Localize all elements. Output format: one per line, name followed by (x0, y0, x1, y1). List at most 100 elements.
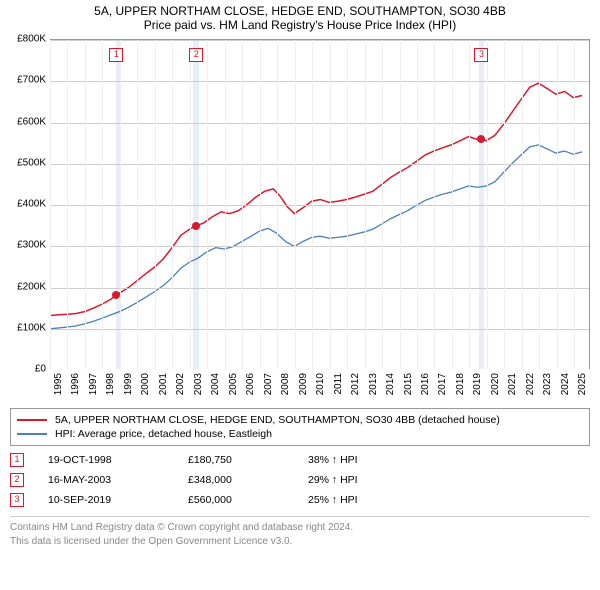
y-gridline (50, 40, 589, 41)
x-tick-label: 2001 (158, 373, 169, 395)
x-tick-label: 1996 (70, 373, 81, 395)
x-tick-label: 2012 (350, 373, 361, 395)
x-tick-label: 2016 (420, 373, 431, 395)
legend-row-hpi: HPI: Average price, detached house, East… (17, 427, 583, 441)
x-gridline (382, 40, 383, 369)
chart-area: £0£100K£200K£300K£400K£500K£600K£700K£80… (0, 34, 600, 404)
y-tick-label: £400K (17, 199, 46, 210)
x-tick-label: 2020 (490, 373, 501, 395)
sale-marker-box-1: 1 (109, 48, 123, 62)
footer: Contains HM Land Registry data © Crown c… (10, 516, 590, 548)
x-gridline (504, 40, 505, 369)
x-gridline (67, 40, 68, 369)
sales-marker-icon: 3 (10, 493, 24, 507)
y-tick-label: £800K (17, 34, 46, 45)
x-gridline (190, 40, 191, 369)
x-tick-label: 2022 (525, 373, 536, 395)
sale-marker-dot-2 (192, 222, 200, 230)
x-tick-label: 2002 (175, 373, 186, 395)
x-gridline (417, 40, 418, 369)
x-gridline (400, 40, 401, 369)
x-gridline (85, 40, 86, 369)
title-subtitle: Price paid vs. HM Land Registry's House … (0, 18, 600, 32)
y-tick-label: £700K (17, 75, 46, 86)
x-gridline (172, 40, 173, 369)
sales-date: 19-OCT-1998 (48, 454, 188, 466)
legend-label-price-paid: 5A, UPPER NORTHAM CLOSE, HEDGE END, SOUT… (55, 414, 500, 426)
title-block: 5A, UPPER NORTHAM CLOSE, HEDGE END, SOUT… (0, 0, 600, 34)
x-tick-label: 2000 (140, 373, 151, 395)
x-tick-label: 1995 (53, 373, 64, 395)
x-tick-label: 2003 (193, 373, 204, 395)
x-gridline (469, 40, 470, 369)
x-gridline (137, 40, 138, 369)
x-gridline (452, 40, 453, 369)
legend-row-price-paid: 5A, UPPER NORTHAM CLOSE, HEDGE END, SOUT… (17, 413, 583, 427)
x-gridline (155, 40, 156, 369)
x-tick-label: 2025 (577, 373, 588, 395)
x-gridline (330, 40, 331, 369)
footer-line2: This data is licensed under the Open Gov… (10, 535, 590, 549)
y-gridline (50, 205, 589, 206)
x-gridline (260, 40, 261, 369)
x-gridline (434, 40, 435, 369)
x-gridline (312, 40, 313, 369)
sales-row-2: 216-MAY-2003£348,00029% ↑ HPI (10, 470, 590, 490)
x-axis: 1995199619971998199920002001200220032004… (50, 369, 590, 404)
x-tick-label: 2004 (210, 373, 221, 395)
y-tick-label: £300K (17, 240, 46, 251)
sales-table: 119-OCT-1998£180,75038% ↑ HPI216-MAY-200… (10, 450, 590, 510)
y-tick-label: £500K (17, 157, 46, 168)
x-gridline (347, 40, 348, 369)
sales-diff: 38% ↑ HPI (308, 454, 428, 466)
sales-row-1: 119-OCT-1998£180,75038% ↑ HPI (10, 450, 590, 470)
x-tick-label: 2013 (368, 373, 379, 395)
series-line-hpi (50, 145, 582, 329)
sales-date: 10-SEP-2019 (48, 494, 188, 506)
x-tick-label: 2019 (472, 373, 483, 395)
x-tick-label: 2010 (315, 373, 326, 395)
y-gridline (50, 123, 589, 124)
legend-swatch-hpi (17, 433, 47, 435)
x-tick-label: 1997 (88, 373, 99, 395)
x-gridline (557, 40, 558, 369)
x-gridline (225, 40, 226, 369)
x-gridline (242, 40, 243, 369)
y-axis: £0£100K£200K£300K£400K£500K£600K£700K£80… (0, 39, 50, 369)
sale-marker-dot-3 (477, 135, 485, 143)
series-line-price_paid (50, 83, 582, 315)
x-gridline (365, 40, 366, 369)
x-tick-label: 2023 (542, 373, 553, 395)
y-gridline (50, 329, 589, 330)
x-gridline (207, 40, 208, 369)
y-gridline (50, 246, 589, 247)
legend: 5A, UPPER NORTHAM CLOSE, HEDGE END, SOUT… (10, 408, 590, 446)
x-gridline (522, 40, 523, 369)
x-tick-label: 2007 (263, 373, 274, 395)
footer-line1: Contains HM Land Registry data © Crown c… (10, 521, 590, 535)
sale-marker-box-3: 3 (474, 48, 488, 62)
x-tick-label: 2008 (280, 373, 291, 395)
y-gridline (50, 81, 589, 82)
chart-container: 5A, UPPER NORTHAM CLOSE, HEDGE END, SOUT… (0, 0, 600, 590)
sales-diff: 25% ↑ HPI (308, 494, 428, 506)
legend-swatch-price-paid (17, 419, 47, 421)
y-tick-label: £0 (35, 364, 46, 375)
x-gridline (50, 40, 51, 369)
x-tick-label: 2017 (437, 373, 448, 395)
x-gridline (487, 40, 488, 369)
x-gridline (102, 40, 103, 369)
x-tick-label: 2015 (403, 373, 414, 395)
plot-inner: 123 (50, 40, 589, 369)
y-tick-label: £100K (17, 322, 46, 333)
x-tick-label: 2021 (507, 373, 518, 395)
x-tick-label: 2005 (228, 373, 239, 395)
x-gridline (277, 40, 278, 369)
sales-diff: 29% ↑ HPI (308, 474, 428, 486)
sale-marker-dot-1 (112, 291, 120, 299)
x-tick-label: 2011 (333, 373, 344, 395)
plot-region: 123 (50, 39, 590, 369)
x-gridline (295, 40, 296, 369)
y-tick-label: £200K (17, 281, 46, 292)
sales-marker-icon: 2 (10, 473, 24, 487)
